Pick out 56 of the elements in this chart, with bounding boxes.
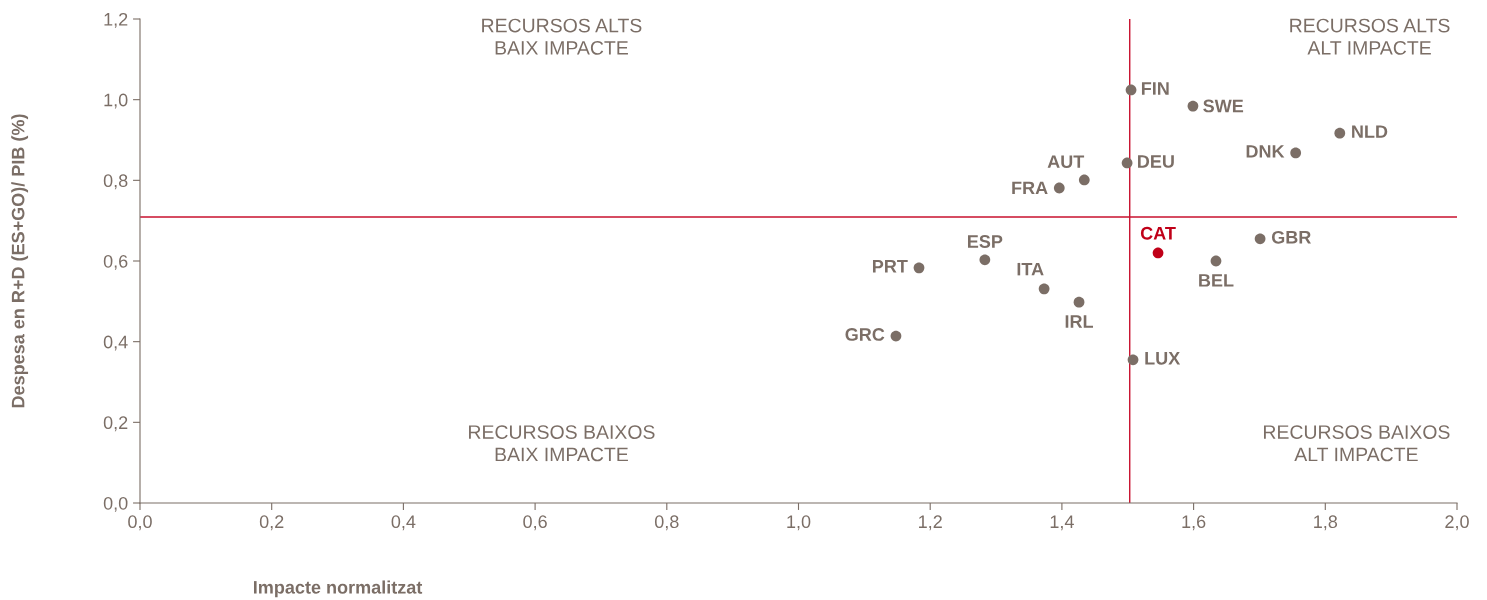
series-label: GRC xyxy=(845,328,885,341)
x-tick-label: 1,0 xyxy=(787,515,811,531)
x-tick-label: 0,6 xyxy=(523,515,547,531)
point xyxy=(1254,233,1266,245)
x-tick-label: 1,4 xyxy=(1050,515,1074,531)
series-label: FIN xyxy=(1141,82,1169,95)
series-label: CAT xyxy=(1140,226,1176,240)
x-tick-label: 0,4 xyxy=(391,515,416,531)
y-tick-label: 0,4 xyxy=(103,335,128,351)
x-axis-title: Impacte normalitzat xyxy=(253,580,423,598)
y-axis-title: Despesa en R+D (ES+GO)/ PIB (%) xyxy=(11,114,29,408)
y-tick-label: 0,8 xyxy=(103,174,128,190)
series-label: NLD xyxy=(1352,125,1388,138)
y-tick-label: 0,0 xyxy=(103,496,128,512)
point xyxy=(1187,100,1199,112)
point xyxy=(1073,296,1085,308)
point xyxy=(1127,354,1139,366)
x-tick-label: 1,6 xyxy=(1182,515,1206,531)
point xyxy=(1121,157,1133,169)
point xyxy=(979,254,991,266)
x-tick-label: 0,8 xyxy=(654,515,679,531)
point xyxy=(1053,182,1065,194)
point xyxy=(913,262,925,274)
y-tick-label: 0,6 xyxy=(103,254,128,270)
y-tick-label: 1,0 xyxy=(104,93,128,109)
point xyxy=(1125,84,1137,96)
series-label: SWE xyxy=(1203,99,1244,113)
series-label: GBR xyxy=(1271,230,1311,244)
x-tick-label: 1,2 xyxy=(919,515,942,531)
series-label: BEL xyxy=(1199,274,1234,287)
x-tick-label: 2,0 xyxy=(1445,515,1469,531)
series-label: DEU xyxy=(1138,155,1174,168)
series-label: DNK xyxy=(1246,145,1285,158)
point xyxy=(1038,283,1050,295)
point xyxy=(890,330,902,342)
point xyxy=(1290,147,1302,159)
series-label: PRT xyxy=(872,260,908,273)
x-tick-label: 1,8 xyxy=(1314,515,1338,531)
point xyxy=(1078,174,1090,186)
series-label: FRA xyxy=(1012,181,1048,195)
series-label: IRL xyxy=(1065,315,1094,328)
series-label: AUT xyxy=(1047,155,1085,169)
annotation: RECURSOS ALTS ALT IMPACTE xyxy=(1290,18,1450,55)
x-tick-label: 0,2 xyxy=(259,515,284,531)
y-tick-label: 0,2 xyxy=(103,416,128,432)
annotation: RECURSOS BAIXOS BAIX IMPACTE xyxy=(469,425,655,462)
x-tick-label: 0,0 xyxy=(128,515,152,531)
series-label: ITA xyxy=(1017,262,1044,276)
y-tick-label: 1,2 xyxy=(104,12,128,28)
annotation: RECURSOS BAIXOS ALT IMPACTE xyxy=(1264,425,1450,462)
point xyxy=(1152,247,1164,259)
series-label: ESP xyxy=(968,235,1003,248)
point xyxy=(1334,127,1346,139)
point xyxy=(1210,255,1222,267)
series-label: LUX xyxy=(1145,352,1181,365)
annotation: RECURSOS ALTS BAIX IMPACTE xyxy=(482,18,642,55)
